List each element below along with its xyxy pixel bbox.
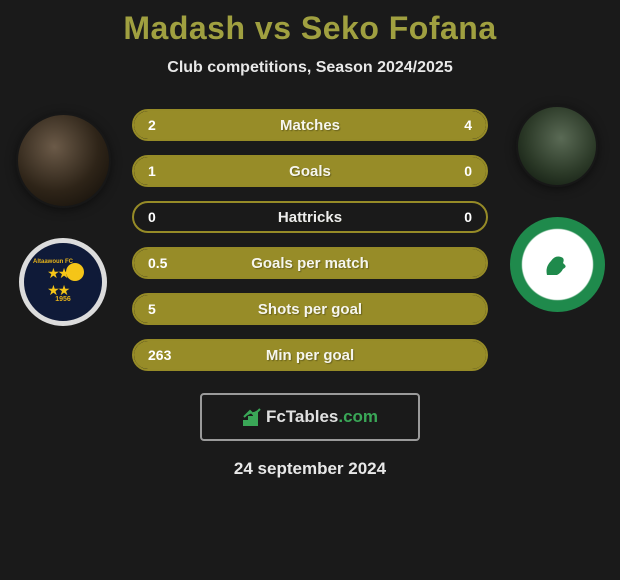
stat-value-left: 2 [134, 117, 196, 133]
club-badge-left: Altaawoun FC ★★★★★ 1956 [19, 238, 107, 326]
stat-row: 5Shots per goal [132, 293, 488, 325]
stat-value-right: 0 [424, 163, 486, 179]
horse-icon [539, 247, 575, 283]
stat-row: 0.5Goals per match [132, 247, 488, 279]
brand-text-main: FcTables [266, 407, 338, 427]
stat-row: 0Hattricks0 [132, 201, 488, 233]
stat-value-left: 0 [134, 209, 196, 225]
stat-value-left: 0.5 [134, 255, 196, 271]
footer-date: 24 september 2024 [234, 459, 386, 479]
stat-label: Shots per goal [196, 301, 424, 318]
main-area: Altaawoun FC ★★★★★ 1956 2Matches41Goals0… [0, 105, 620, 371]
club-founded-left: 1956 [34, 296, 92, 303]
stat-label: Goals per match [196, 255, 424, 272]
stat-value-right: 0 [424, 209, 486, 225]
stat-row: 1Goals0 [132, 155, 488, 187]
page-title: Madash vs Seko Fofana [123, 10, 496, 47]
brand-badge[interactable]: FcTables.com [200, 393, 420, 441]
stat-row: 2Matches4 [132, 109, 488, 141]
player-avatar-left [16, 113, 111, 208]
stat-label: Min per goal [196, 347, 424, 364]
stat-value-left: 5 [134, 301, 196, 317]
stat-label: Matches [196, 117, 424, 134]
right-column [502, 105, 612, 312]
stat-label: Goals [196, 163, 424, 180]
brand-text-suffix: .com [338, 407, 378, 427]
page-subtitle: Club competitions, Season 2024/2025 [167, 59, 452, 77]
stats-column: 2Matches41Goals00Hattricks00.5Goals per … [118, 109, 502, 371]
brand-chart-icon [242, 407, 262, 427]
stat-value-right: 4 [424, 117, 486, 133]
comparison-card: Madash vs Seko Fofana Club competitions,… [0, 0, 620, 580]
stat-value-left: 263 [134, 347, 196, 363]
club-badge-right [510, 217, 605, 312]
left-column: Altaawoun FC ★★★★★ 1956 [8, 113, 118, 326]
player-avatar-right [516, 105, 598, 187]
stat-label: Hattricks [196, 209, 424, 226]
club-badge-left-inner: Altaawoun FC ★★★★★ 1956 [34, 253, 92, 311]
stat-value-left: 1 [134, 163, 196, 179]
brand-text: FcTables.com [266, 407, 378, 427]
stat-row: 263Min per goal [132, 339, 488, 371]
